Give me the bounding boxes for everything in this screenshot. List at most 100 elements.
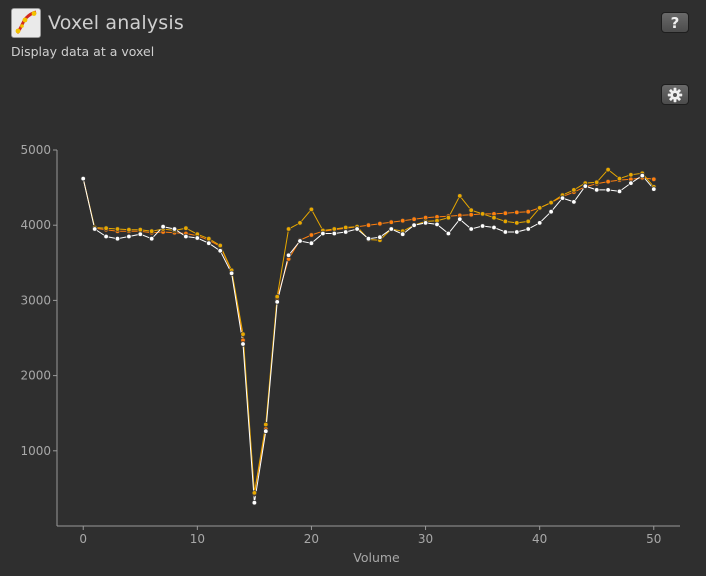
series-3-point[interactable] [388, 226, 394, 232]
series-3-point[interactable] [479, 223, 486, 229]
series-2-point[interactable] [445, 214, 452, 221]
series-1-point[interactable] [400, 217, 406, 224]
series-3-point[interactable] [651, 186, 657, 192]
series-3-point[interactable] [171, 226, 178, 232]
series-3-point[interactable] [160, 223, 166, 230]
series-3-point[interactable] [103, 233, 109, 240]
series-2-point[interactable] [628, 172, 634, 178]
series-2-point[interactable] [137, 226, 143, 233]
series-3-point[interactable] [628, 180, 634, 186]
series-3-point[interactable] [354, 226, 360, 232]
series-3-point[interactable] [457, 216, 463, 222]
series-2-point[interactable] [274, 293, 280, 300]
series-3-point[interactable] [468, 226, 474, 232]
series-2-point[interactable] [605, 166, 611, 173]
series-3-point[interactable] [114, 235, 121, 242]
series-1-point[interactable] [605, 178, 611, 185]
series-1-point[interactable] [377, 220, 383, 227]
series-1-point[interactable] [502, 210, 509, 216]
series-1-point[interactable] [365, 222, 372, 228]
chart-series-layer [80, 166, 657, 506]
settings-button[interactable] [661, 84, 689, 105]
series-3-point[interactable] [331, 230, 337, 237]
series-2-point[interactable] [537, 205, 543, 211]
series-3-point[interactable] [434, 221, 440, 228]
series-3-point[interactable] [514, 229, 520, 235]
series-3-point[interactable] [320, 230, 326, 237]
series-3-point[interactable] [582, 183, 588, 189]
series-2-point[interactable] [594, 179, 600, 185]
series-2-point[interactable] [331, 226, 337, 232]
series-3-point[interactable] [594, 187, 600, 193]
series-3-point[interactable] [308, 240, 315, 246]
series-2-point[interactable] [308, 206, 315, 213]
series-2-point[interactable] [183, 225, 189, 231]
series-3-point[interactable] [525, 226, 531, 232]
series-3-point[interactable] [274, 299, 280, 305]
series-3-point[interactable] [217, 248, 223, 254]
series-2-point[interactable] [217, 242, 223, 249]
series-1-point[interactable] [468, 211, 474, 218]
series-1-point[interactable] [514, 209, 520, 216]
series-2-point[interactable] [343, 224, 349, 231]
series-2-point[interactable] [479, 211, 486, 217]
series-1-point[interactable] [651, 176, 657, 182]
series-3-point[interactable] [80, 175, 86, 182]
series-3-point[interactable] [571, 199, 577, 205]
series-3-point[interactable] [548, 208, 554, 215]
series-1-point[interactable] [411, 216, 417, 222]
series-3-point[interactable] [148, 235, 155, 242]
series-2-point[interactable] [240, 331, 246, 337]
series-3-point[interactable] [537, 220, 543, 226]
series-2-point[interactable] [571, 187, 577, 193]
series-2-point[interactable] [103, 225, 109, 231]
series-2-point[interactable] [616, 175, 623, 182]
series-3-point[interactable] [616, 188, 623, 195]
series-2-point[interactable] [502, 218, 509, 225]
series-3-point[interactable] [559, 195, 566, 201]
series-2-point[interactable] [514, 220, 520, 226]
series-2-point[interactable] [285, 226, 292, 232]
series-3-point[interactable] [137, 231, 143, 237]
series-2-point[interactable] [126, 226, 132, 233]
series-3-point[interactable] [228, 270, 235, 276]
series-3-point[interactable] [400, 231, 406, 237]
series-2-point[interactable] [525, 218, 531, 225]
series-3-point[interactable] [194, 235, 200, 241]
series-3-point[interactable] [126, 233, 132, 240]
series-2-point[interactable] [206, 235, 212, 242]
series-1-point[interactable] [388, 219, 394, 225]
series-3-point[interactable] [343, 229, 349, 235]
series-2-point[interactable] [548, 199, 554, 206]
series-3-point[interactable] [502, 229, 509, 235]
series-2-point[interactable] [263, 421, 269, 428]
series-1-point[interactable] [525, 208, 531, 215]
series-3-point[interactable] [91, 226, 98, 232]
series-2-point[interactable] [468, 207, 474, 213]
series-3-point[interactable] [297, 238, 303, 244]
series-3-point[interactable] [251, 500, 258, 506]
series-3-point[interactable] [605, 187, 611, 193]
help-button[interactable]: ? [661, 12, 689, 33]
series-3-point[interactable] [365, 235, 372, 242]
series-3-point[interactable] [285, 252, 292, 258]
series-3-point[interactable] [639, 172, 645, 179]
series-2-point[interactable] [297, 220, 303, 226]
series-2-point[interactable] [148, 228, 155, 234]
series-3-point[interactable] [411, 222, 417, 228]
series-3-point[interactable] [206, 240, 212, 246]
series-3-point[interactable] [183, 233, 189, 240]
series-2-point[interactable] [114, 226, 121, 232]
series-2-line [82, 168, 655, 493]
series-3-point[interactable] [445, 230, 452, 237]
series-3-point[interactable] [377, 234, 383, 240]
series-3-point[interactable] [263, 428, 269, 434]
series-1-point[interactable] [308, 232, 315, 238]
series-3-point[interactable] [240, 341, 246, 347]
series-2-point[interactable] [491, 214, 497, 221]
series-3-point[interactable] [422, 220, 429, 226]
y-tick-label: 3000 [20, 293, 51, 307]
series-3-point[interactable] [491, 224, 497, 231]
series-2-point[interactable] [251, 490, 258, 496]
series-2-point[interactable] [457, 193, 463, 199]
